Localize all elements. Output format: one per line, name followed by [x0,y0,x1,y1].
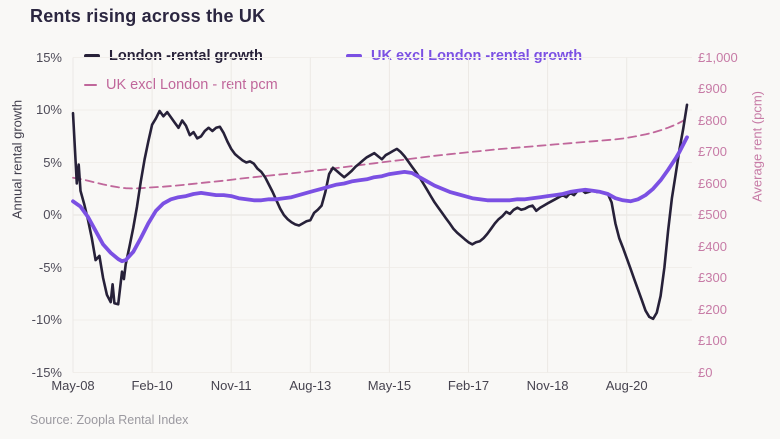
y-right-tick-label: £500 [698,207,727,222]
y-left-tick-label: 5% [43,154,62,170]
x-tick-label: May-08 [51,378,95,393]
y-right-tick-label: £700 [698,144,727,159]
y-right-tick-label: £1,000 [698,49,738,65]
y-right-tick-label: £900 [698,81,727,96]
legend-item-uk-rent-pcm: UK excl London - rent pcm [84,77,278,93]
y-left-tick-label: -10% [31,312,62,327]
y-right-tick-label: £600 [698,175,727,191]
legend-label-uk-rent-pcm: UK excl London - rent pcm [106,77,278,93]
y-right-tick-label: £100 [698,333,727,348]
x-tick-label: Aug-13 [289,378,332,393]
source-caption: Source: Zoopla Rental Index [30,413,189,427]
uk-excl-london-line-swatch-icon [346,54,362,58]
y-right-tick-label: £0 [698,364,713,380]
x-tick-label: Feb-10 [131,378,173,393]
legend-label-london: London -rental growth [109,48,263,64]
y-left-tick-label: -5% [38,259,62,275]
rent-pcm-line-swatch-icon [84,83,97,87]
page-title: Rents rising across the UK [30,6,266,26]
x-tick-label: Feb-17 [447,378,490,393]
y-left-tick-label: -15% [31,364,62,380]
y-right-tick-label: £400 [698,238,727,254]
x-tick-label: May-15 [367,378,412,393]
series-line-uk-excl-london [71,135,689,264]
y-left-tick-label: 10% [35,102,62,117]
y-left-tick-label: 0% [43,207,62,222]
y-right-tick-label: £800 [698,112,727,128]
y-left-tick-label: 15% [35,49,62,65]
x-tick-label: Aug-20 [605,378,648,393]
legend-label-uk-excl-london: UK excl London -rental growth [371,48,583,64]
x-tick-label: Nov-18 [526,378,569,393]
legend-item-uk-excl-london: UK excl London -rental growth [346,48,582,64]
legend-item-london: London -rental growth [84,48,263,64]
series-line-rent-pcm [72,116,688,190]
series-line-london [71,103,689,321]
x-tick-label: Nov-11 [210,378,252,393]
london-line-swatch-icon [84,54,100,58]
y-right-tick-label: £200 [698,301,727,317]
y-right-tick-label: £300 [698,270,727,285]
